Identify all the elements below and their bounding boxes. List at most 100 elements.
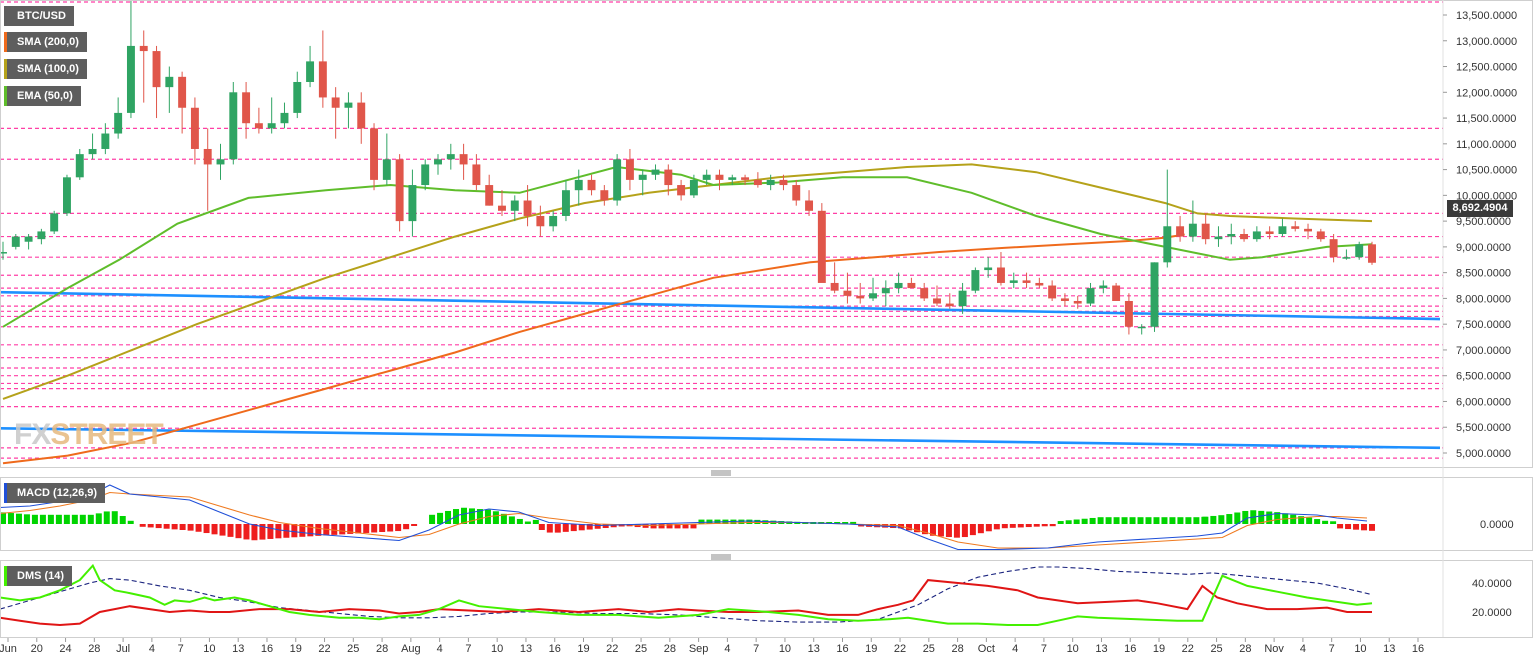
legend-macd[interactable]: MACD (12,26,9) [4,483,106,503]
macd-histogram-bar [977,524,984,534]
price-tick-label: 8,500.0000 [1456,268,1511,280]
dms-tick-label: 40.0000 [1472,578,1512,590]
candle-body [689,179,698,196]
macd-histogram-bar [532,519,539,524]
macd-histogram-bar [139,524,146,527]
candle-body [677,185,686,196]
macd-histogram-bar [1290,514,1297,524]
candle [1073,295,1082,309]
price-tick-label: 10,000.0000 [1456,190,1517,202]
candle [344,92,353,129]
macd-histogram-bar [993,524,1000,530]
date-tick-label: 16 [836,643,848,655]
candle-body [267,123,276,129]
candle [63,174,71,216]
candle-body [510,200,519,211]
macd-histogram-bar [339,524,346,535]
candle-body [382,159,391,180]
candle-body [536,215,545,227]
macd-histogram-bar [945,524,952,538]
candle-body [817,210,826,283]
macd-histogram-bar [127,520,134,524]
candle [254,107,263,134]
date-tick-label: Sep [689,643,709,655]
date-tick-label: 19 [865,643,877,655]
date-tick-label: 25 [347,643,359,655]
candle-body [587,179,596,191]
candle-body [958,290,967,307]
macd-histogram-bar [921,524,928,535]
candle-body [625,159,634,180]
macd-histogram-bar [1017,524,1024,528]
candle-body [523,200,532,216]
dms-tick-label: 20.0000 [1472,607,1512,619]
legend-sma100[interactable]: SMA (100,0) [4,59,87,79]
dms-panel-frame [0,560,1533,638]
macd-histogram-bar [570,524,577,532]
candle [1099,280,1108,294]
support-resistance-levels [0,1,1443,459]
date-tick-label: 16 [261,643,273,655]
candle [600,185,609,206]
macd-histogram-bar [1105,517,1112,524]
price-tick-label: 7,000.0000 [1456,345,1511,357]
candle-body [370,128,379,180]
candle-body [293,81,302,113]
macd-histogram-bar [500,513,507,524]
legend-sma200[interactable]: SMA (200,0) [4,32,87,52]
candle-body [395,159,404,222]
macd-histogram-bar [554,524,561,533]
candle [536,205,545,237]
sma200-line [2,233,1185,465]
candle-body [306,61,315,82]
macd-histogram-bar [95,513,102,524]
macd-histogram-bar [1361,524,1368,531]
date-tick-label: 13 [1383,643,1395,655]
legend-dms[interactable]: DMS (14) [4,566,73,586]
candle-body [805,200,814,211]
candle [114,97,123,139]
candle-body [715,174,724,180]
price-tick-label: 5,000.0000 [1456,448,1511,460]
macd-histogram-bar [1057,521,1064,524]
candle [126,0,135,119]
macd-histogram-bar [1129,517,1136,524]
candle-body [933,298,941,304]
legend-ema50[interactable]: EMA (50,0) [4,86,81,106]
candle-body [485,185,494,206]
candle [408,169,417,237]
candle-body [600,190,609,201]
date-tick-label: 7 [465,643,471,655]
candle [203,128,212,211]
candle-body [421,164,430,186]
macd-histogram-bar [79,514,86,524]
macd-histogram-bar [602,524,609,529]
macd-histogram-bar [31,514,38,524]
adx-line [0,566,1373,623]
candle-body [88,148,97,155]
legend-symbol[interactable]: BTC/USD [4,6,74,26]
candle-body [1112,285,1121,301]
candle [216,143,225,180]
candle [1060,293,1069,307]
minus-di-line [0,579,1372,627]
date-tick-label: 22 [606,643,618,655]
candle [1278,218,1287,237]
candle-body [1035,282,1044,286]
candle-body [613,159,622,201]
date-tick-label: 13 [520,643,532,655]
candle [293,71,302,119]
date-tick-label: 16 [1124,643,1136,655]
macd-panel-frame [0,477,1533,551]
date-tick-label: 20 [31,643,43,655]
macd-histogram-bar [1218,515,1225,524]
macd-histogram-bar [243,524,250,540]
candle-body [1188,223,1197,237]
macd-histogram-bar [1089,517,1096,524]
candle [37,228,46,245]
candle [728,174,737,186]
macd-histogram-bar [914,524,921,533]
macd-line [0,484,1368,551]
